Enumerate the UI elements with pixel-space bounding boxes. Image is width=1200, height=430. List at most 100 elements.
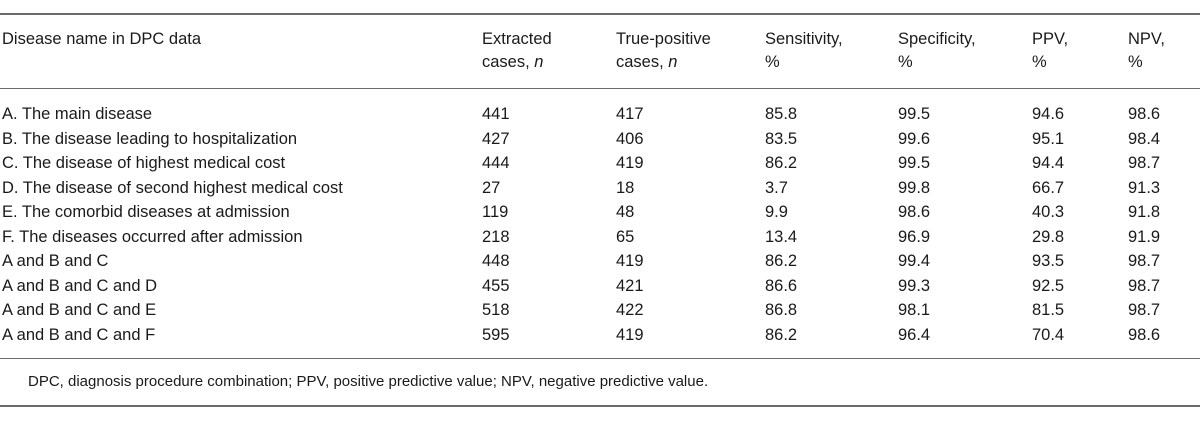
cell-disease-name: A and B and C and F bbox=[2, 325, 156, 344]
cell-ppv: 94.6 bbox=[1032, 105, 1065, 123]
table-row: A and B and C and F 595 419 86.2 96.4 70… bbox=[0, 323, 1200, 348]
cell-npv: 91.3 bbox=[1128, 178, 1161, 197]
cell-specificity: 99.3 bbox=[898, 276, 931, 295]
cell-extracted-cases: 448 bbox=[482, 252, 510, 270]
cell-disease-name: B. The disease leading to hospitalizatio… bbox=[2, 129, 298, 148]
cell-extracted-cases: 27 bbox=[482, 178, 501, 197]
cell-npv: 91.9 bbox=[1128, 227, 1161, 246]
cell-sensitivity: 86.2 bbox=[765, 325, 798, 344]
cell-npv: 98.7 bbox=[1128, 154, 1161, 172]
cell-sensitivity: 86.2 bbox=[765, 252, 798, 270]
header-line: Sensitivity, bbox=[765, 30, 843, 48]
cell-sensitivity: 86.8 bbox=[765, 301, 798, 319]
cell-sensitivity: 85.8 bbox=[765, 105, 798, 123]
column-header-extracted-cases: Extracted cases, n bbox=[482, 28, 552, 74]
cell-ppv: 66.7 bbox=[1032, 178, 1065, 197]
cell-extracted-cases: 518 bbox=[482, 301, 510, 319]
table-row: A. The main disease 441 417 85.8 99.5 94… bbox=[0, 102, 1200, 127]
cell-specificity: 99.4 bbox=[898, 252, 931, 270]
cell-true-positive-cases: 417 bbox=[616, 105, 644, 123]
table-row: E. The comorbid diseases at admission 11… bbox=[0, 200, 1200, 225]
cell-specificity: 99.5 bbox=[898, 154, 931, 172]
header-line: True-positive bbox=[616, 30, 711, 48]
cell-specificity: 99.6 bbox=[898, 129, 931, 148]
cell-npv: 98.4 bbox=[1128, 129, 1161, 148]
cell-extracted-cases: 455 bbox=[482, 276, 510, 295]
table-row: A and B and C and D 455 421 86.6 99.3 92… bbox=[0, 274, 1200, 299]
table-bottom-rule bbox=[0, 405, 1200, 407]
header-line: % bbox=[1032, 53, 1047, 71]
column-header-sensitivity: Sensitivity, % bbox=[765, 28, 843, 74]
cell-true-positive-cases: 65 bbox=[616, 227, 635, 246]
cell-disease-name: A and B and C and E bbox=[2, 301, 157, 319]
cell-sensitivity: 86.2 bbox=[765, 154, 798, 172]
cell-ppv: 93.5 bbox=[1032, 252, 1065, 270]
cell-true-positive-cases: 406 bbox=[616, 129, 644, 148]
cell-extracted-cases: 595 bbox=[482, 325, 510, 344]
table-body-rule bbox=[0, 358, 1200, 359]
cell-true-positive-cases: 48 bbox=[616, 203, 635, 221]
cell-ppv: 95.1 bbox=[1032, 129, 1065, 148]
cell-disease-name: F. The diseases occurred after admission bbox=[2, 227, 303, 246]
column-header-true-positive-cases: True-positive cases, n bbox=[616, 28, 711, 74]
cell-sensitivity: 86.6 bbox=[765, 276, 798, 295]
table-row: F. The diseases occurred after admission… bbox=[0, 225, 1200, 250]
header-line: % bbox=[898, 53, 913, 71]
column-header-disease-name: Disease name in DPC data bbox=[2, 28, 201, 51]
cell-specificity: 96.9 bbox=[898, 227, 931, 246]
table-top-rule bbox=[0, 13, 1200, 15]
cell-npv: 91.8 bbox=[1128, 203, 1161, 221]
cell-extracted-cases: 441 bbox=[482, 105, 510, 123]
cell-npv: 98.7 bbox=[1128, 276, 1161, 295]
cell-specificity: 96.4 bbox=[898, 325, 931, 344]
cell-disease-name: C. The disease of highest medical cost bbox=[2, 154, 286, 172]
cell-sensitivity: 9.9 bbox=[765, 203, 788, 221]
header-line: % bbox=[1128, 53, 1143, 71]
cell-extracted-cases: 427 bbox=[482, 129, 510, 148]
table-row: C. The disease of highest medical cost 4… bbox=[0, 151, 1200, 176]
cell-npv: 98.7 bbox=[1128, 301, 1161, 319]
header-line: cases, n bbox=[616, 51, 711, 74]
header-line: Disease name in DPC data bbox=[2, 30, 202, 48]
cell-true-positive-cases: 419 bbox=[616, 325, 644, 344]
header-unit-text: cases, bbox=[616, 53, 669, 71]
cell-extracted-cases: 444 bbox=[482, 154, 510, 172]
table-row: B. The disease leading to hospitalizatio… bbox=[0, 127, 1200, 152]
header-line: NPV, bbox=[1128, 30, 1165, 48]
cell-ppv: 81.5 bbox=[1032, 301, 1065, 319]
column-header-ppv: PPV, % bbox=[1032, 28, 1068, 74]
header-line: Specificity, bbox=[898, 30, 976, 48]
cell-npv: 98.6 bbox=[1128, 325, 1161, 344]
cell-disease-name: E. The comorbid diseases at admission bbox=[2, 203, 290, 221]
cell-specificity: 99.5 bbox=[898, 105, 931, 123]
cell-extracted-cases: 218 bbox=[482, 227, 510, 246]
header-line: PPV, bbox=[1032, 30, 1069, 48]
header-unit-italic: n bbox=[668, 53, 678, 71]
cell-true-positive-cases: 419 bbox=[616, 252, 644, 270]
column-header-npv: NPV, % bbox=[1128, 28, 1165, 74]
cell-extracted-cases: 119 bbox=[482, 203, 509, 221]
cell-specificity: 99.8 bbox=[898, 178, 931, 197]
header-line: Extracted bbox=[482, 30, 552, 48]
header-line: cases, n bbox=[482, 51, 552, 74]
column-header-specificity: Specificity, % bbox=[898, 28, 976, 74]
table-row: A and B and C 448 419 86.2 99.4 93.5 98.… bbox=[0, 249, 1200, 274]
cell-npv: 98.6 bbox=[1128, 105, 1161, 123]
cell-specificity: 98.1 bbox=[898, 301, 931, 319]
header-unit-italic: n bbox=[534, 53, 544, 71]
cell-npv: 98.7 bbox=[1128, 252, 1161, 270]
cell-ppv: 29.8 bbox=[1032, 227, 1065, 246]
header-line: % bbox=[765, 53, 780, 71]
cell-specificity: 98.6 bbox=[898, 203, 931, 221]
cell-ppv: 70.4 bbox=[1032, 325, 1065, 344]
cell-true-positive-cases: 18 bbox=[616, 178, 635, 197]
table-row: A and B and C and E 518 422 86.8 98.1 81… bbox=[0, 298, 1200, 323]
cell-disease-name: A and B and C bbox=[2, 252, 109, 270]
cell-true-positive-cases: 421 bbox=[616, 276, 644, 295]
cell-sensitivity: 83.5 bbox=[765, 129, 798, 148]
header-unit-text: cases, bbox=[482, 53, 535, 71]
cell-disease-name: A and B and C and D bbox=[2, 276, 158, 295]
table-footnote: DPC, diagnosis procedure combination; PP… bbox=[28, 373, 709, 390]
cell-ppv: 92.5 bbox=[1032, 276, 1065, 295]
cell-disease-name: A. The main disease bbox=[2, 105, 153, 123]
